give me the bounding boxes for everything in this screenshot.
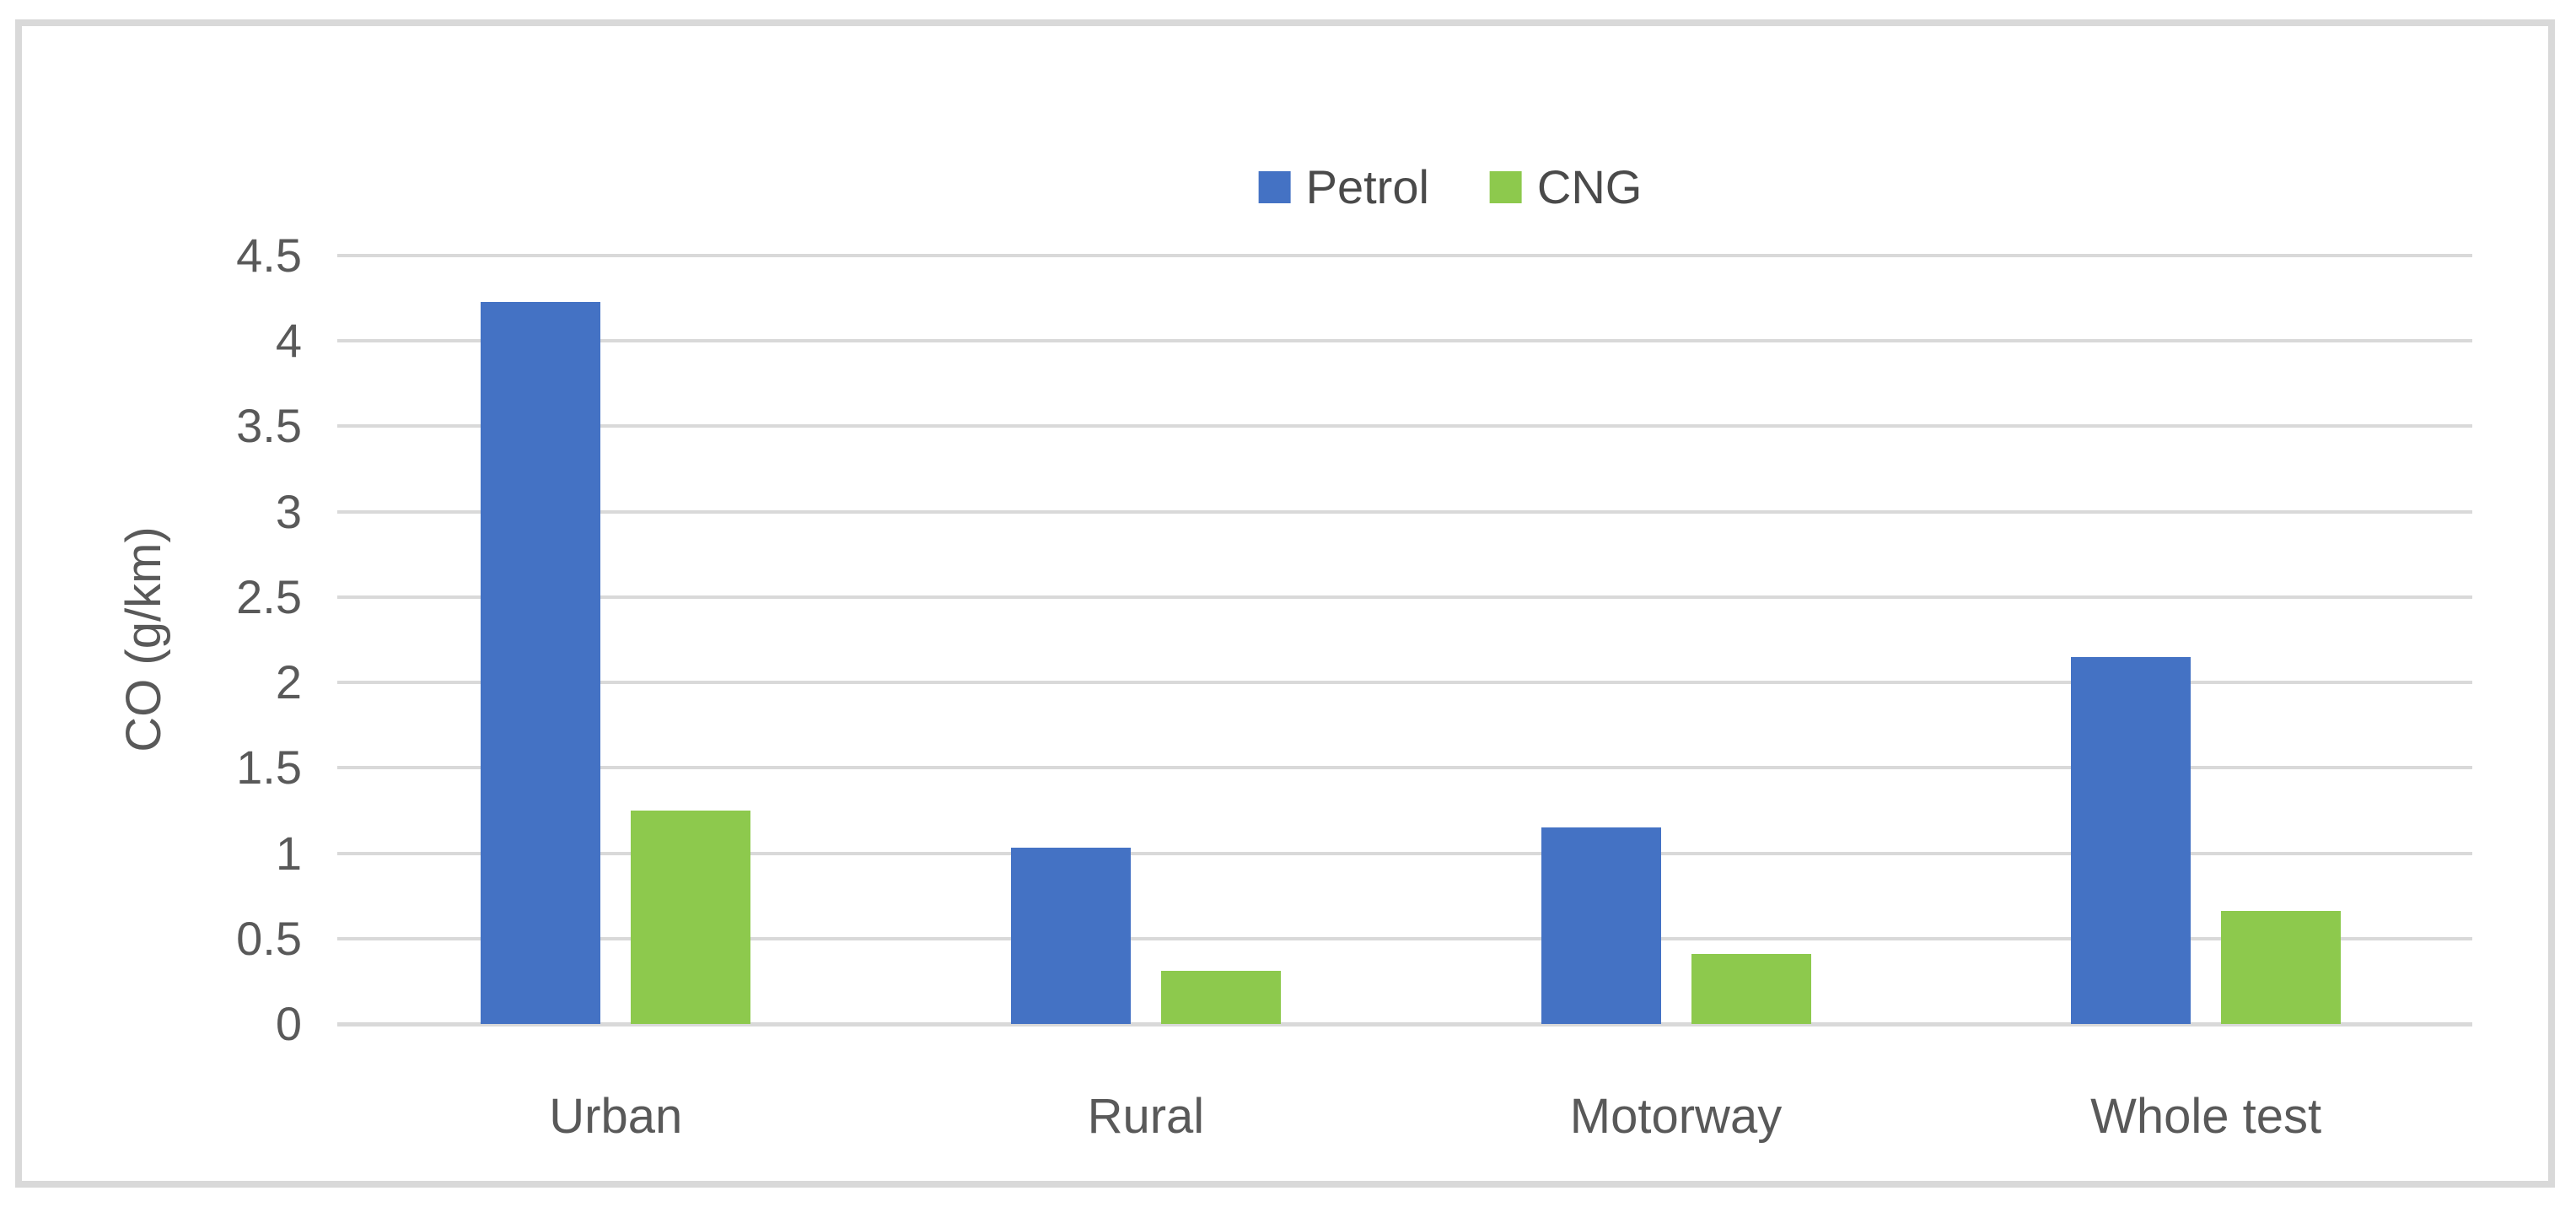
legend: Petrol CNG [1258,160,1643,213]
gridline [337,339,2472,343]
bar-petrol-motorway [1541,827,1661,1024]
y-tick-label: 1 [275,826,302,880]
gridline [337,424,2472,428]
bar-cng-motorway [1691,953,1811,1024]
gridline [337,254,2472,258]
x-axis-line [337,1022,2472,1026]
y-tick-label: 3 [275,484,302,538]
y-tick-label: 4 [275,314,302,368]
legend-label-cng: CNG [1536,160,1643,213]
bar-cng-whole-test [2221,911,2342,1024]
gridline [337,936,2472,940]
chart-border-frame [15,19,2555,1188]
legend-label-petrol: Petrol [1305,160,1429,213]
legend-swatch-cng [1489,171,1522,203]
x-category-label: Urban [549,1089,683,1144]
y-tick-label: 0.5 [236,911,302,965]
gridline [337,509,2472,514]
y-tick-label: 1.5 [236,741,302,795]
gridline [337,681,2472,685]
bar-petrol-rural [1010,848,1131,1024]
y-tick-label: 2 [275,655,302,709]
gridline [337,851,2472,855]
gridline [337,595,2472,599]
gridline [337,766,2472,770]
y-tick-label: 3.5 [236,399,302,453]
bar-cng-rural [1160,971,1281,1024]
y-axis-title: CO (g/km) [116,526,171,752]
x-category-label: Motorway [1569,1089,1783,1144]
y-tick-label: 0 [275,997,302,1050]
legend-swatch-petrol [1258,171,1291,203]
y-tick-label: 4.5 [236,229,302,283]
bar-cng-urban [631,810,751,1024]
y-tick-label: 2.5 [236,569,302,623]
legend-item-cng: CNG [1489,160,1643,213]
bar-petrol-whole-test [2071,656,2191,1024]
x-category-label: Rural [1087,1089,1205,1144]
bar-petrol-urban [481,301,601,1024]
legend-item-petrol: Petrol [1258,160,1429,213]
x-category-label: Whole test [2090,1089,2322,1144]
